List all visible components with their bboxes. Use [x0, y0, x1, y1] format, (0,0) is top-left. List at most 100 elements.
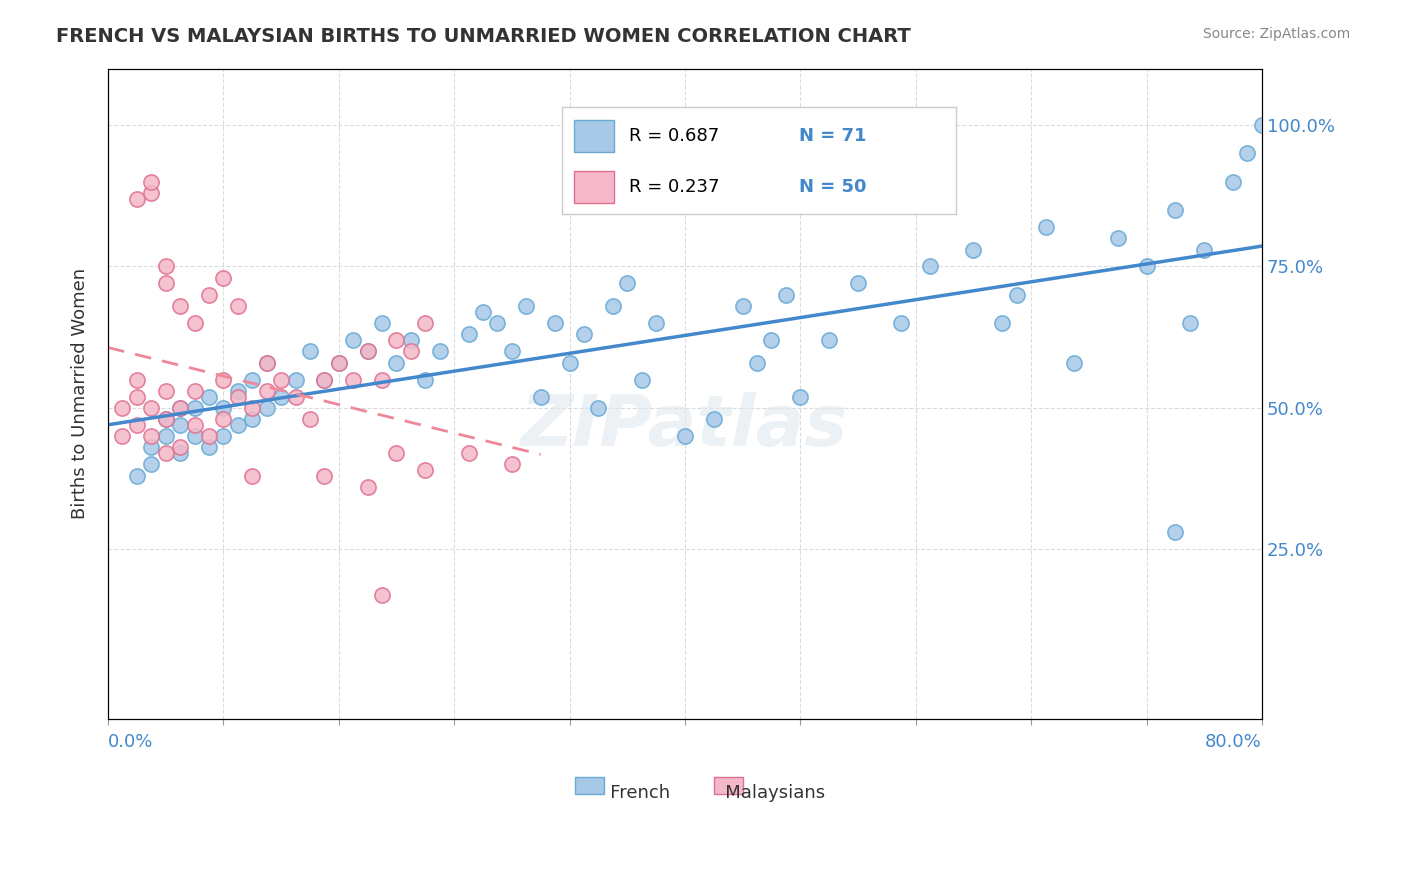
Point [472, 304, 495, 318]
Point [1107, 231, 1129, 245]
Point [198, 287, 221, 301]
Point [673, 429, 696, 443]
Point [256, 384, 278, 398]
Point [155, 260, 177, 274]
Point [141, 441, 163, 455]
Point [183, 384, 205, 398]
Point [1236, 146, 1258, 161]
Point [1164, 202, 1187, 217]
Point [240, 373, 263, 387]
Point [486, 316, 509, 330]
Text: 80.0%: 80.0% [1205, 733, 1263, 751]
Point [183, 417, 205, 432]
Point [125, 417, 148, 432]
Point [413, 316, 436, 330]
Point [385, 446, 408, 460]
Point [212, 412, 235, 426]
Point [169, 446, 191, 460]
Point [515, 299, 537, 313]
Point [630, 373, 652, 387]
Text: N = 71: N = 71 [799, 127, 866, 145]
Point [413, 463, 436, 477]
Point [371, 373, 394, 387]
Point [1178, 316, 1201, 330]
Point [920, 260, 942, 274]
Point [413, 373, 436, 387]
Point [270, 390, 292, 404]
Point [775, 287, 797, 301]
Point [1063, 356, 1085, 370]
Point [328, 356, 350, 370]
Point [198, 441, 221, 455]
Point [616, 277, 638, 291]
Text: N = 50: N = 50 [799, 178, 866, 196]
Point [111, 401, 134, 415]
Point [155, 412, 177, 426]
Point [284, 390, 307, 404]
Point [602, 299, 624, 313]
Point [212, 401, 235, 415]
Point [270, 373, 292, 387]
Point [155, 429, 177, 443]
Point [385, 333, 408, 347]
Point [198, 429, 221, 443]
Point [991, 316, 1014, 330]
Point [125, 373, 148, 387]
Point [284, 373, 307, 387]
Point [314, 468, 336, 483]
Point [198, 390, 221, 404]
Point [141, 175, 163, 189]
Point [125, 192, 148, 206]
Point [256, 401, 278, 415]
Point [1164, 525, 1187, 540]
Text: R = 0.687: R = 0.687 [630, 127, 720, 145]
Point [399, 333, 422, 347]
Point [314, 373, 336, 387]
Point [1005, 287, 1028, 301]
Point [226, 417, 249, 432]
Point [314, 373, 336, 387]
Point [183, 401, 205, 415]
Point [371, 316, 394, 330]
Point [212, 270, 235, 285]
Point [501, 344, 523, 359]
Point [371, 588, 394, 602]
Point [155, 384, 177, 398]
Point [789, 390, 811, 404]
Point [240, 468, 263, 483]
Point [1192, 243, 1215, 257]
Point [298, 344, 321, 359]
Point [183, 429, 205, 443]
Point [240, 401, 263, 415]
Point [457, 446, 479, 460]
Point [125, 468, 148, 483]
Point [572, 327, 595, 342]
Text: Source: ZipAtlas.com: Source: ZipAtlas.com [1202, 27, 1350, 41]
Point [226, 384, 249, 398]
Point [558, 356, 581, 370]
Point [530, 390, 553, 404]
Point [169, 441, 191, 455]
Point [1222, 175, 1244, 189]
Point [155, 446, 177, 460]
Point [169, 401, 191, 415]
Point [356, 480, 378, 494]
Text: ZIPatlas: ZIPatlas [522, 392, 849, 461]
Point [457, 327, 479, 342]
FancyBboxPatch shape [575, 778, 605, 794]
Point [342, 333, 364, 347]
Point [141, 429, 163, 443]
Point [155, 277, 177, 291]
Point [1135, 260, 1157, 274]
FancyBboxPatch shape [714, 778, 742, 794]
Point [818, 333, 841, 347]
Point [169, 417, 191, 432]
Point [183, 316, 205, 330]
Point [745, 356, 768, 370]
Point [890, 316, 912, 330]
Point [125, 390, 148, 404]
Point [212, 429, 235, 443]
Point [169, 401, 191, 415]
Point [846, 277, 869, 291]
Point [155, 412, 177, 426]
